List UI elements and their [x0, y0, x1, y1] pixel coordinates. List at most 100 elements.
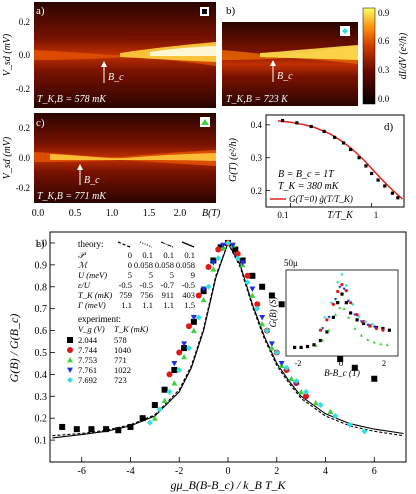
theory-title: theory:	[78, 239, 104, 249]
y-tick-a-2: -0.2	[16, 84, 30, 94]
e-point-7_692	[185, 345, 192, 352]
e-xlabel: gμ_B(B-B_c) / k_B T_K	[171, 478, 287, 492]
theory-cell-2-3: 9	[191, 270, 195, 280]
e-point-7_692	[317, 402, 324, 409]
panel-b: b) B_c T_K,B = 723 K 0.9 0.6 0.3 0.0 dI/…	[222, 5, 409, 106]
e-ytick-8: 0.2	[35, 414, 48, 425]
panel-label-a: a)	[36, 5, 45, 17]
e-xtick-6: 6	[372, 466, 377, 477]
legend-marker-2	[67, 357, 73, 363]
inset-point-2_044	[340, 292, 344, 296]
x-tick-c-4: 2.0	[174, 208, 187, 219]
inset-point-7_753	[359, 333, 363, 337]
e-point-7_692	[166, 388, 173, 395]
d-data-point	[364, 164, 368, 168]
inset-point-7_753	[353, 326, 357, 330]
e-point-7_761	[181, 341, 188, 347]
e-point-2_044	[151, 402, 158, 409]
panel-label-e: e)	[36, 238, 45, 250]
colorbar-label: dI/dV (e²/h)	[398, 32, 409, 79]
inset-point-2_044	[305, 344, 310, 349]
e-point-7_692	[264, 327, 271, 334]
d-data-point	[396, 196, 400, 200]
inset-point-2_044	[361, 321, 366, 325]
panel-e: e) 1.0 0.9 0.8 0.7 0.6 0.5 0.4 0.3 0.2 0.1 -6 -4 -2 0…	[7, 231, 407, 492]
d-ytick-1: 0.3	[251, 153, 263, 163]
inset-point-7_744	[349, 301, 353, 305]
exp-tk-3: 1022	[114, 365, 131, 375]
e-ytick-4: 0.6	[35, 326, 48, 337]
inset-point-2_044	[325, 330, 329, 334]
d-xlabel: T/T_K	[327, 210, 354, 221]
e-point-7_692	[156, 406, 163, 413]
inset-point-2_044	[293, 345, 297, 349]
theory-cell-1-1: 0.058	[134, 260, 153, 270]
theory-cell-4-0: 759	[119, 290, 132, 300]
e-point-7_744	[185, 323, 192, 330]
e-ytick-7: 0.3	[35, 392, 48, 403]
theory-row-label-0: 𝒫	[78, 250, 87, 260]
e-xtick-0: -6	[78, 466, 86, 477]
inset-point-7_761	[338, 285, 342, 289]
d-data-point	[383, 184, 387, 188]
inset-point-2_044	[299, 345, 303, 349]
e-point-2_044	[181, 345, 188, 352]
exp-vg-0: 2.044	[78, 335, 98, 345]
inset-frame	[285, 269, 399, 357]
inset-point-2_044	[312, 343, 316, 347]
d-param-1: T_K = 380 mK	[278, 181, 340, 192]
theory-row-label-5: Γ (meV)	[77, 300, 106, 310]
theory-cell-3-2: -0.7	[161, 280, 174, 290]
e-xtick-3: 0	[226, 466, 231, 477]
colorbar-tick-2: 0.3	[378, 65, 390, 75]
plot-frame-d	[265, 114, 405, 208]
y-tick-c-1: 0.0	[19, 153, 31, 163]
d-data-point	[370, 171, 374, 176]
e-point-7_761	[259, 315, 266, 321]
inset-point-7_761	[353, 313, 357, 317]
legend-marker-4	[67, 377, 73, 383]
e-ytick-2: 0.8	[35, 282, 48, 293]
inset-point-7_761	[346, 299, 351, 303]
theory-cell-3-3: -0.5	[182, 280, 195, 290]
y-tick-c-2: -0.2	[16, 183, 30, 193]
e-point-7_692	[332, 413, 339, 419]
e-point-7_753	[161, 397, 168, 404]
e-point-7_761	[220, 242, 227, 249]
e-point-2_044	[337, 356, 344, 363]
panel-label-b: b)	[226, 5, 236, 17]
inset-ytick: 50μ	[284, 258, 298, 268]
d-data-point	[322, 129, 326, 134]
inset-point-7_692	[370, 322, 374, 326]
y-tick-a-1: 0.0	[19, 50, 31, 60]
inset-point-7_744	[336, 289, 340, 294]
ylabel-a: V_sd (mV)	[2, 33, 13, 76]
e-point-7_744	[205, 264, 212, 271]
inset-point-2_044	[331, 315, 335, 319]
exp-tk-2: 771	[114, 355, 127, 365]
exp-header-vg: V_g (V)	[78, 324, 105, 334]
theory-cell-3-1: -0.5	[140, 280, 153, 290]
e-point-2_044	[171, 367, 178, 373]
e-ytick-3: 0.7	[35, 304, 48, 315]
e-xtick-4: 2	[274, 466, 279, 477]
panel-label-c: c)	[36, 117, 45, 129]
theory-cell-3-0: -0.5	[119, 280, 132, 290]
e-point-7_744	[303, 393, 310, 400]
e-point-2_044	[127, 423, 134, 430]
inset-point-7_692	[336, 280, 340, 284]
e-point-7_753	[268, 345, 275, 351]
e-point-7_744	[254, 301, 261, 308]
d-data-point	[280, 118, 285, 123]
d-data-point	[309, 124, 313, 129]
inset-point-7_753	[314, 344, 318, 347]
e-point-2_044	[115, 427, 122, 434]
theory-cell-1-0: 0	[128, 260, 132, 270]
inset-point-7_753	[366, 338, 370, 341]
e-point-7_753	[249, 292, 256, 298]
colorbar-tick-0: 0.9	[378, 8, 390, 18]
legend-marker-3	[67, 367, 73, 373]
inset-point-7_753	[372, 340, 376, 344]
